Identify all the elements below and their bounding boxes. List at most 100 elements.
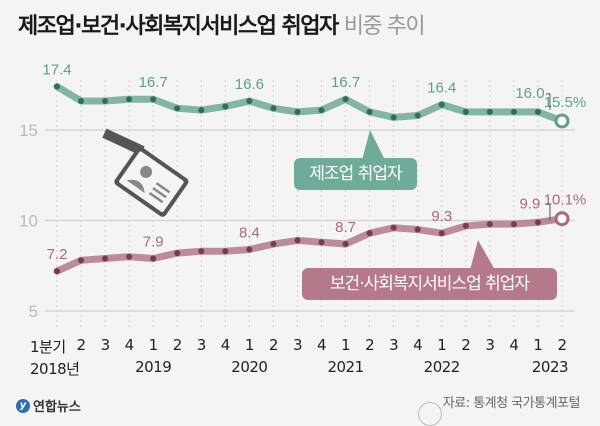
data-point [438,230,445,237]
data-point [198,107,205,114]
x-axis-labels: 1분기 2 3 4 1 2 3 4 1 2 3 4 1 2 3 4 1 2 3 4 1 2 2018년 2019 2020 202… [0,336,600,386]
data-point [438,101,445,108]
data-point [102,98,109,105]
data-point [174,250,181,257]
title-subtitle: 비중 추이 [343,14,426,39]
manufacturing-series-label: 제조업 취업자 [294,158,417,190]
data-label: 16.7 [139,74,168,91]
x-tick-quarter: 2 [268,336,279,354]
manufacturing-pointer [362,130,385,160]
data-point [534,219,541,226]
data-point [246,246,253,253]
data-point [174,105,181,112]
data-point [318,239,325,246]
health-series-label: 보건·사회복지서비스업 취업자 [302,268,557,300]
data-label: 15.5% [544,94,587,111]
x-tick-quarter: 2 [76,336,87,354]
y-tick-label: 15 [19,121,38,140]
data-point [366,108,373,115]
data-point [414,226,421,233]
data-point [78,257,85,264]
data-label: 8.7 [335,219,356,236]
data-point [246,98,253,105]
data-point [486,108,493,115]
x-tick-quarter: 1 [148,336,159,354]
data-point [390,114,397,121]
data-point [294,237,301,244]
data-point [462,108,469,115]
data-point [54,83,60,90]
x-tick-quarter: 4 [124,336,135,354]
data-label: 9.3 [431,208,452,225]
x-tick-quarter: 4 [413,336,423,354]
x-tick-quarter: 1 [244,336,255,354]
data-point [150,255,157,262]
data-point [342,241,349,248]
data-point [486,221,493,228]
y-tick-label: 5 [29,302,38,321]
x-tick-quarter: 2 [172,336,183,354]
data-point [318,107,325,114]
line-chart: 5 10 15 17.4 16.7 16.6 16.7 16.4 16.015.5% 7.2 7.9… [19,62,587,330]
data-point [222,248,229,255]
data-point [102,255,109,262]
x-tick-quarter: 1 [533,336,543,354]
x-tick-quarter: 3 [389,336,399,354]
data-label: 7.9 [143,234,164,251]
data-label: 16.0 [515,85,544,102]
yonhap-logo: y 연합뉴스 [16,396,81,415]
id-badge-icon [102,128,189,217]
x-tick-quarter: 2 [461,336,471,354]
data-label: 8.4 [239,224,260,241]
last-point-marker [554,211,570,227]
data-label: 7.2 [47,246,68,263]
x-tick-quarter: 3 [196,336,207,354]
data-point [366,230,373,237]
title-bold: 제조업·보건·사회복지서비스업 취업자 [18,14,339,39]
logo-text: 연합뉴스 [33,400,81,415]
data-point [270,241,277,248]
yonhap-logo-icon: y [16,398,30,413]
x-tick-year: 2020 [231,358,268,376]
x-tick-year: 2022 [423,358,461,376]
x-tick-quarter: 4 [509,336,519,354]
data-point [270,105,277,112]
x-tick-quarter: 1 [437,336,447,354]
x-tick-year: 2023 [531,358,569,376]
source-note: 자료: 통계청 국가통계포털 [442,396,581,411]
x-tick-quarter: 2 [557,336,567,354]
x-tick-year: 2018년 [30,360,80,378]
x-tick-quarter: 3 [100,336,111,354]
data-point [294,108,301,115]
health-label-text: 보건·사회복지서비스업 취업자 [329,274,530,294]
data-point [390,224,397,231]
data-point [54,268,60,275]
label-connector [545,93,551,110]
health-pointer [470,240,495,270]
data-label: 16.6 [235,76,264,93]
data-point [222,103,229,110]
x-tick-quarter: 2 [365,336,375,354]
data-point [534,108,541,115]
manufacturing-label-text: 제조업 취업자 [309,164,402,184]
x-tick-year: 2019 [135,358,172,376]
data-point [126,96,133,103]
y-tick-label: 10 [19,212,38,231]
x-tick-quarter: 1분기 [30,338,66,356]
last-point-marker [554,113,570,129]
x-tick-quarter: 4 [220,336,231,354]
data-label: 16.4 [427,80,456,97]
data-label: 17.4 [42,62,71,79]
watermark-icon [418,402,442,426]
data-point [198,248,205,255]
chart-title: 제조업·보건·사회복지서비스업 취업자 비중 추이 [18,8,426,40]
data-point [126,253,133,260]
data-label: 16.7 [331,74,360,91]
data-point [150,96,157,103]
data-point [510,108,517,115]
series-line [53,83,566,125]
x-tick-quarter: 3 [485,336,495,354]
data-point [342,96,349,103]
data-point [462,222,469,229]
data-point [510,221,517,228]
